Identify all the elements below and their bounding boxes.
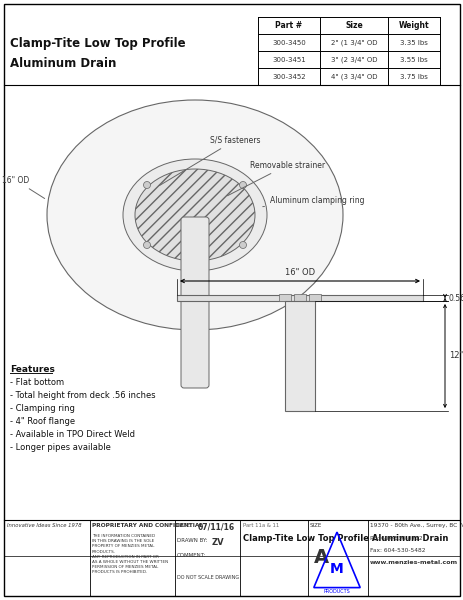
Text: 3.35 lbs: 3.35 lbs — [399, 40, 427, 46]
Circle shape — [143, 181, 150, 188]
Text: Size: Size — [344, 21, 362, 30]
Bar — [176, 295, 422, 301]
Text: ZV: ZV — [212, 538, 224, 547]
Text: Aluminum Drain: Aluminum Drain — [10, 56, 116, 70]
Text: - Total height from deck .56 inches: - Total height from deck .56 inches — [10, 391, 155, 400]
Ellipse shape — [47, 100, 342, 330]
Text: - Longer pipes available: - Longer pipes available — [10, 443, 111, 452]
Text: Clamp-Tite Low Top Profile Aluminum Drain: Clamp-Tite Low Top Profile Aluminum Drai… — [243, 534, 447, 543]
Text: Aluminum clamping ring: Aluminum clamping ring — [262, 196, 364, 206]
Text: 3" (2 3/4" OD: 3" (2 3/4" OD — [330, 56, 376, 63]
Ellipse shape — [123, 159, 266, 271]
Text: - 4" Roof flange: - 4" Roof flange — [10, 417, 75, 426]
Text: Innovative Ideas Since 1978: Innovative Ideas Since 1978 — [7, 523, 81, 528]
Bar — [284, 301, 314, 411]
Text: SIZE: SIZE — [309, 523, 322, 528]
Bar — [278, 294, 290, 301]
Text: 2" (1 3/4" OD: 2" (1 3/4" OD — [330, 39, 376, 46]
Text: 12": 12" — [448, 352, 462, 361]
Text: DATE:: DATE: — [176, 523, 193, 528]
Bar — [308, 294, 320, 301]
Text: 300-3452: 300-3452 — [272, 74, 305, 80]
Text: M: M — [329, 562, 343, 576]
Text: - Clamping ring: - Clamping ring — [10, 404, 75, 413]
Text: 300-3451: 300-3451 — [271, 56, 305, 62]
Text: DRAWN BY:: DRAWN BY: — [176, 538, 207, 543]
Text: 300-3450: 300-3450 — [271, 40, 305, 46]
Text: DO NOT SCALE DRAWING: DO NOT SCALE DRAWING — [176, 575, 238, 580]
Text: 19370 - 80th Ave., Surrey, BC  V3S 3M2: 19370 - 80th Ave., Surrey, BC V3S 3M2 — [369, 523, 463, 528]
Text: PROPRIETARY AND CONFIDENTIAL: PROPRIETARY AND CONFIDENTIAL — [92, 523, 203, 528]
Text: 07/11/16: 07/11/16 — [198, 523, 235, 532]
Text: Part 11a & 11: Part 11a & 11 — [243, 523, 279, 528]
Text: - Available in TPO Direct Weld: - Available in TPO Direct Weld — [10, 430, 135, 439]
Text: 0.56: 0.56 — [448, 293, 463, 302]
Text: S/S fasteners: S/S fasteners — [159, 136, 260, 185]
Text: 16" OD: 16" OD — [284, 268, 314, 277]
Circle shape — [143, 241, 150, 248]
Text: 4" (3 3/4" OD: 4" (3 3/4" OD — [330, 73, 376, 80]
Text: 3.55 lbs: 3.55 lbs — [399, 56, 427, 62]
Text: - Flat bottom: - Flat bottom — [10, 378, 64, 387]
Ellipse shape — [135, 169, 255, 261]
Text: Fax: 604-530-5482: Fax: 604-530-5482 — [369, 548, 425, 553]
Text: PRODUCTS: PRODUCTS — [323, 589, 350, 593]
Text: Ph: 604-530-0712: Ph: 604-530-0712 — [369, 536, 422, 541]
Text: Weight: Weight — [398, 21, 428, 30]
Text: THE INFORMATION CONTAINED
IN THIS DRAWING IS THE SOLE
PROPERTY OF MENZIES METAL
: THE INFORMATION CONTAINED IN THIS DRAWIN… — [92, 534, 168, 574]
Text: Clamp-Tite Low Top Profile: Clamp-Tite Low Top Profile — [10, 37, 185, 50]
Text: Removable strainer: Removable strainer — [227, 161, 325, 196]
FancyBboxPatch shape — [181, 217, 208, 388]
Text: www.menzies-metal.com: www.menzies-metal.com — [369, 560, 457, 565]
Text: Part #: Part # — [275, 21, 302, 30]
Bar — [294, 294, 305, 301]
Text: COMMENT:: COMMENT: — [176, 553, 206, 558]
Text: A: A — [313, 548, 328, 567]
Circle shape — [239, 241, 246, 248]
Text: Features: Features — [10, 365, 55, 374]
Text: 16" OD: 16" OD — [2, 176, 44, 199]
Text: 3.75 lbs: 3.75 lbs — [399, 74, 427, 80]
Circle shape — [239, 181, 246, 188]
